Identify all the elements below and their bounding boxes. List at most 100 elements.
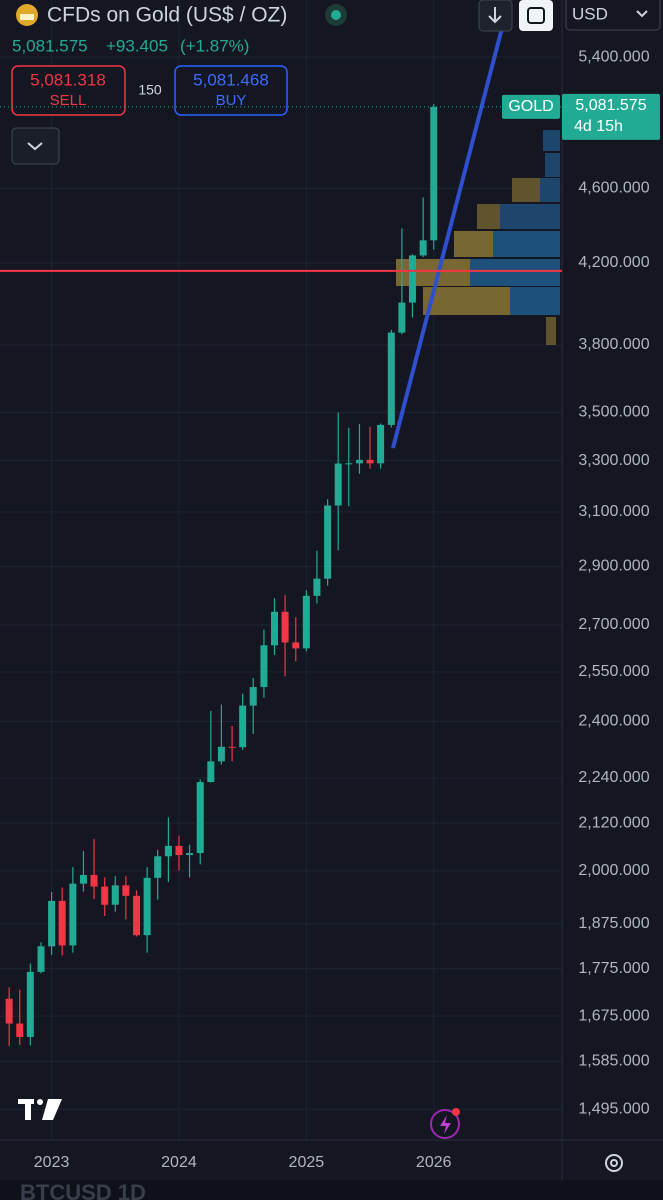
alerts-badge [452,1108,460,1116]
candle-body [90,874,98,887]
candle-body [355,459,363,464]
y-tick-label: 4,600.000 [578,180,649,197]
y-tick-label: 3,100.000 [578,503,649,520]
y-tick-label: 2,700.000 [578,616,649,633]
candle-body [302,595,310,649]
sell-button[interactable] [11,65,126,116]
candle-body [419,240,427,256]
price-change: +93.405 [106,36,168,55]
logo-part [37,1099,43,1105]
fullscreen-button[interactable] [519,0,553,31]
y-tick-label: 3,500.000 [578,404,649,421]
buy-price: 5,081.468 [193,70,269,89]
collapse-icon [27,142,43,151]
profile-row [512,178,540,202]
y-tick-label: 1,875.000 [578,915,649,932]
fullscreen-icon [527,7,545,24]
candle-body [430,106,438,241]
candle-body [154,856,162,878]
y-tick-label: 1,775.000 [578,960,649,977]
candle-body [48,900,56,947]
candle-body [281,611,289,643]
profile-row [510,287,560,315]
candle-body [164,845,172,857]
sell-label: SELL [50,92,87,109]
candle-body [5,998,13,1024]
y-tick-label: 5,400.000 [578,48,649,65]
price-tag-countdown: 4d 15h [574,118,623,135]
candle-body [143,877,151,936]
logo-part [25,1099,31,1120]
y-tick-label: 2,900.000 [578,558,649,575]
footer-bar [0,1180,663,1200]
currency-chevron [636,10,648,18]
settings-icon [610,1159,618,1167]
candle-body [69,883,77,946]
profile-row [500,204,560,229]
profile-row [454,231,493,257]
profile-row [493,231,560,257]
candle-body [175,845,183,856]
buy-button[interactable] [174,65,288,116]
download-icon [488,7,502,24]
buy-label: BUY [216,92,247,109]
y-tick-label: 3,800.000 [578,336,649,353]
candle-body [324,505,332,579]
y-tick-label: 2,120.000 [578,814,649,831]
volume-profile [396,130,560,345]
y-tick-label: 1,675.000 [578,1007,649,1024]
profile-row [540,178,560,202]
profile-row [396,259,470,286]
y-tick-label: 4,200.000 [578,254,649,271]
candles [5,103,438,1047]
currency-label: USD [572,4,608,23]
profile-row [477,204,500,229]
profile-row [545,153,560,177]
symbol-title[interactable]: CFDs on Gold (US$ / OZ) [47,4,287,27]
y-tick-label: 3,300.000 [578,452,649,469]
y-tick-label: 2,400.000 [578,713,649,730]
symbol-tag-label: GOLD [508,98,553,115]
currency-select[interactable] [565,0,661,31]
y-tick-label: 1,585.000 [578,1053,649,1070]
candle-body [271,611,279,646]
symbol-tag [502,94,560,119]
profile-row [546,317,556,345]
candle-body [186,853,194,856]
profile-row [470,259,560,286]
collapse-button[interactable] [11,127,60,165]
candle-body [377,424,385,464]
candle-body [292,642,300,649]
y-tick-label: 1,495.000 [578,1101,649,1118]
x-tick-label: 2026 [416,1154,452,1171]
candle-body [387,332,395,425]
candle-body [366,459,374,464]
sell-price: 5,081.318 [30,70,106,89]
last-price: 5,081.575 [12,36,88,55]
axes: 1,495.000 1,585.000 1,675.000 1,775.000 1,87… [34,48,650,1171]
candle-body [16,1023,24,1037]
y-tick-label: 2,240.000 [578,769,649,786]
candle-body [207,761,215,783]
candle-body [196,782,204,854]
candle-body [334,463,342,506]
candle-body [217,746,225,762]
candle-body [133,895,141,936]
candle-body [345,463,353,465]
price-tag [562,93,660,140]
settings-button[interactable] [605,1154,623,1172]
trend-line [391,27,504,449]
footer-ticker: BTCUSD 1D [20,1180,146,1200]
candle-body [26,971,34,1037]
y-tick-label: 2,000.000 [578,862,649,879]
x-tick-label: 2023 [34,1154,70,1171]
tradingview-logo [18,1099,62,1120]
spread: 150 [138,82,162,98]
market-status-dot [331,10,341,20]
y-tick-label: 2,550.000 [578,663,649,680]
logo-part [42,1099,62,1120]
alerts-icon [440,1115,451,1134]
